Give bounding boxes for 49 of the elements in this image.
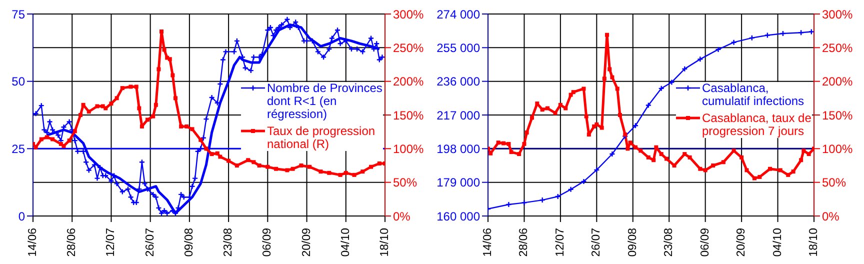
- y-tick-label: 274 000: [436, 7, 480, 22]
- x-tick-label: 14/06: [482, 228, 494, 257]
- y-tick-label: 0: [18, 209, 26, 224]
- x-tick-label: 26/07: [144, 228, 156, 257]
- y-tick-label: 160 000: [436, 209, 480, 224]
- y2-tick-label: 300%: [822, 7, 854, 22]
- x-tick-label: 20/09: [300, 228, 313, 257]
- y-tick-label: 236 000: [436, 74, 480, 89]
- y2-tick-label: 0%: [822, 209, 840, 224]
- y2-tick-label: 50%: [822, 176, 846, 190]
- x-tick-label: 06/09: [699, 228, 712, 257]
- x-tick-label: 18/10: [808, 228, 820, 257]
- y2-tick-label: 250%: [393, 40, 424, 55]
- x-tick-label: 20/09: [736, 228, 748, 257]
- y2-tick-label: 100%: [822, 142, 854, 156]
- x-tick-label: 04/10: [772, 228, 784, 257]
- y-tick-label: 179 000: [436, 176, 480, 190]
- x-tick-label: 23/08: [222, 228, 235, 257]
- y2-tick-label: 200%: [822, 74, 854, 89]
- x-tick-label: 28/06: [518, 228, 530, 257]
- y2-tick-label: 200%: [393, 74, 424, 89]
- x-tick-label: 14/06: [27, 228, 39, 257]
- legend-label: Casablanca, cumulatif infections: [702, 81, 806, 108]
- x-tick-label: 04/10: [340, 228, 352, 257]
- y2-tick-label: 250%: [822, 40, 854, 55]
- x-tick-label: 06/09: [262, 228, 274, 257]
- y2-tick-label: 300%: [393, 7, 424, 22]
- y-tick-label: 255 000: [436, 40, 480, 55]
- y-tick-label: 198 000: [436, 142, 480, 156]
- y2-tick-label: 50%: [393, 176, 418, 190]
- y2-tick-label: 0%: [393, 209, 411, 224]
- x-tick-label: 18/10: [379, 228, 391, 257]
- x-tick-label: 26/07: [590, 228, 603, 257]
- y-tick-label: 75: [12, 7, 26, 22]
- y-tick-label: 25: [12, 142, 26, 156]
- legend-label: Taux de progression national (R): [267, 124, 376, 151]
- x-tick-label: 09/08: [626, 228, 639, 257]
- x-tick-label: 09/08: [183, 228, 196, 257]
- y-tick-label: 217 000: [436, 108, 480, 122]
- x-tick-label: 12/07: [554, 228, 566, 257]
- x-tick-label: 28/06: [66, 228, 78, 257]
- y-tick-label: 50: [12, 74, 26, 89]
- legend-label: Casablanca, taux de progression 7 jours: [702, 111, 812, 138]
- y2-tick-label: 150%: [822, 108, 854, 122]
- x-tick-label: 23/08: [663, 228, 676, 257]
- x-tick-label: 12/07: [105, 228, 118, 257]
- y2-tick-label: 100%: [393, 142, 424, 156]
- y2-tick-label: 150%: [393, 108, 424, 122]
- legend-label: Nombre de Provinces dont R<1 (en régression): [267, 81, 383, 121]
